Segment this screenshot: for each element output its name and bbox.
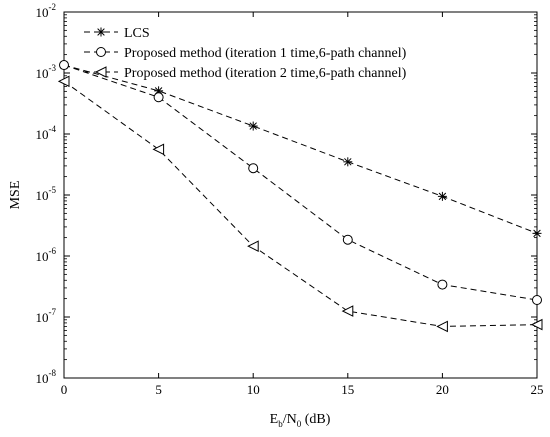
series-layer (57, 60, 543, 333)
series-2-point (153, 92, 164, 103)
series-line-2 (63, 64, 538, 301)
series-2-point (248, 163, 259, 174)
y-tick-label: 10-7 (36, 307, 57, 325)
legend-label: Proposed method (iteration 1 time,6-path… (124, 46, 407, 61)
y-axis-label: MSE (8, 181, 23, 210)
series-3-point (530, 318, 543, 331)
series-2-point (59, 60, 69, 71)
x-tick-labels: 0 5 10 15 20 25 (61, 382, 544, 397)
x-tick-label: 5 (155, 382, 162, 397)
series-3-point (57, 75, 70, 88)
series-1-point (248, 121, 258, 131)
x-tick-label: 20 (436, 382, 449, 397)
x-tick-label: 25 (531, 382, 544, 397)
y-tick-label: 10-4 (36, 124, 57, 142)
y-tick-label: 10-6 (36, 246, 57, 264)
legend-marker (94, 66, 107, 78)
x-tick-label: 15 (341, 382, 354, 397)
legend-marker (96, 27, 106, 37)
x-tick-label: 10 (247, 382, 260, 397)
series-3-point (247, 240, 259, 252)
series-1-point (437, 191, 447, 201)
y-tick-label: 10-8 (36, 368, 57, 386)
series-3-point (341, 305, 354, 317)
series-2-point (437, 279, 448, 290)
y-tick-label: 10-2 (36, 2, 57, 20)
x-axis-label: Eb/N0 (dB) (270, 412, 331, 429)
y-tick-label: 10-5 (36, 185, 57, 203)
series-3-point (436, 320, 448, 333)
legend-label: Proposed method (iteration 2 time,6-path… (124, 66, 407, 81)
series-1-point (343, 157, 353, 167)
series-2-point (532, 294, 542, 305)
y-tick-labels: 10-8 10-7 10-6 10-5 10-4 10-3 10-2 (36, 2, 57, 386)
series-2-point (342, 234, 353, 245)
plot-area (63, 11, 538, 379)
series-line-1 (63, 64, 538, 234)
legend-label: LCS (124, 26, 150, 41)
legend-marker (96, 47, 106, 57)
series-3-point (152, 143, 165, 156)
x-tick-label: 0 (61, 382, 68, 397)
legend: LCS Proposed method (iteration 1 time,6-p… (84, 26, 407, 81)
axis-ticks (63, 11, 538, 379)
y-tick-label: 10-3 (36, 63, 57, 81)
series-1-point (532, 228, 542, 238)
